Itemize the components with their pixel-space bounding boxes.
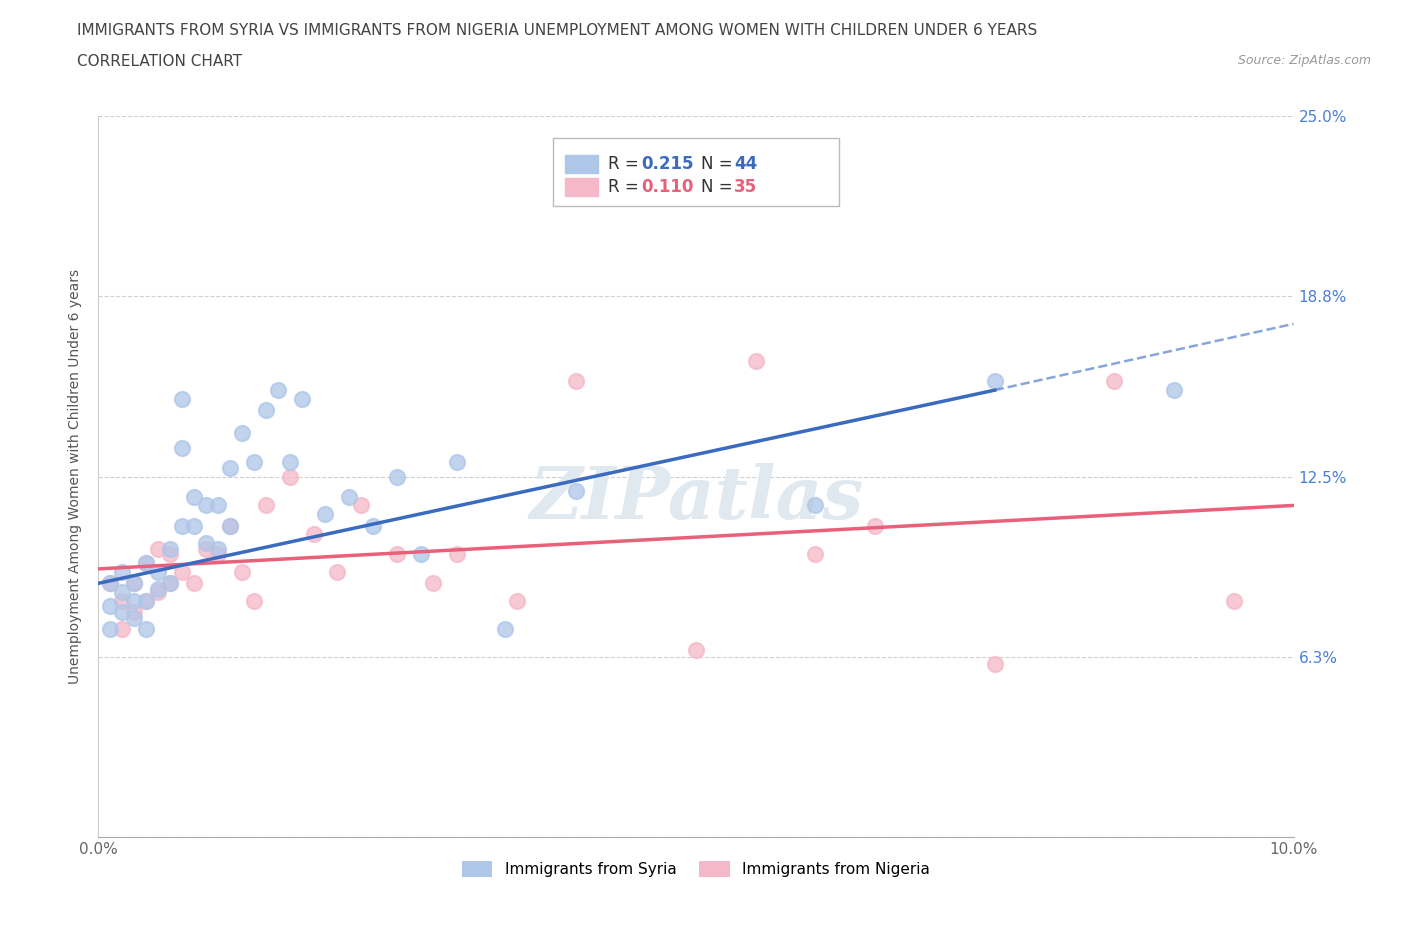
Point — [195, 541, 218, 556]
Point — [385, 547, 409, 562]
Point — [565, 374, 588, 389]
Y-axis label: Unemployment Among Women with Children Under 6 years: Unemployment Among Women with Children U… — [69, 269, 83, 684]
Point — [135, 593, 157, 608]
Legend: Immigrants from Syria, Immigrants from Nigeria: Immigrants from Syria, Immigrants from N… — [456, 856, 936, 884]
Point — [565, 484, 588, 498]
Point — [685, 642, 707, 657]
Point — [326, 565, 349, 579]
Point — [446, 547, 468, 562]
Point — [135, 556, 157, 571]
Point — [111, 604, 134, 619]
Text: IMMIGRANTS FROM SYRIA VS IMMIGRANTS FROM NIGERIA UNEMPLOYMENT AMONG WOMEN WITH C: IMMIGRANTS FROM SYRIA VS IMMIGRANTS FROM… — [77, 23, 1038, 38]
Text: 44: 44 — [734, 155, 758, 173]
Bar — [565, 155, 598, 173]
Point — [254, 498, 277, 513]
Point — [159, 547, 181, 562]
Point — [506, 593, 529, 608]
Point — [984, 374, 1007, 389]
Point — [195, 536, 218, 551]
Point — [804, 498, 827, 513]
Point — [111, 565, 134, 579]
Point — [172, 441, 194, 456]
Point — [1104, 374, 1126, 389]
Point — [291, 392, 314, 406]
Point — [159, 576, 181, 591]
Point — [363, 518, 385, 533]
Point — [243, 593, 266, 608]
Point — [267, 383, 290, 398]
Point — [1163, 383, 1185, 398]
Point — [207, 498, 229, 513]
Point — [98, 576, 122, 591]
FancyBboxPatch shape — [553, 138, 839, 206]
Point — [172, 392, 194, 406]
Point — [111, 622, 134, 637]
Point — [195, 498, 218, 513]
Point — [148, 565, 170, 579]
Point — [278, 455, 301, 470]
Point — [339, 489, 361, 504]
Point — [385, 469, 409, 484]
Text: ZIPatlas: ZIPatlas — [529, 463, 863, 534]
Point — [124, 576, 146, 591]
Text: 35: 35 — [734, 179, 758, 196]
Point — [172, 518, 194, 533]
Point — [124, 593, 146, 608]
Point — [243, 455, 266, 470]
Text: Source: ZipAtlas.com: Source: ZipAtlas.com — [1237, 54, 1371, 67]
Point — [148, 585, 170, 600]
Point — [494, 622, 516, 637]
Point — [159, 576, 181, 591]
Point — [446, 455, 468, 470]
Point — [124, 604, 146, 619]
Text: 0.215: 0.215 — [641, 155, 693, 173]
Point — [254, 403, 277, 418]
Text: R =: R = — [607, 155, 644, 173]
Point — [124, 610, 146, 625]
Point — [159, 541, 181, 556]
Point — [135, 622, 157, 637]
Point — [804, 547, 827, 562]
Point — [231, 426, 253, 441]
Point — [183, 576, 205, 591]
Point — [231, 565, 253, 579]
Text: N =: N = — [700, 155, 738, 173]
Point — [98, 576, 122, 591]
Point — [111, 585, 134, 600]
Point — [135, 593, 157, 608]
Bar — [565, 179, 598, 196]
Point — [98, 599, 122, 614]
Point — [350, 498, 373, 513]
Point — [411, 547, 433, 562]
Point — [315, 507, 337, 522]
Point — [135, 556, 157, 571]
Point — [422, 576, 444, 591]
Text: N =: N = — [700, 179, 738, 196]
Point — [183, 518, 205, 533]
Point — [745, 354, 768, 369]
Point — [219, 460, 242, 475]
Point — [172, 565, 194, 579]
Point — [219, 518, 242, 533]
Point — [148, 541, 170, 556]
Point — [207, 547, 229, 562]
Point — [984, 657, 1007, 671]
Text: CORRELATION CHART: CORRELATION CHART — [77, 54, 242, 69]
Point — [124, 576, 146, 591]
Point — [183, 489, 205, 504]
Point — [111, 593, 134, 608]
Point — [1223, 593, 1246, 608]
Point — [207, 541, 229, 556]
Point — [98, 622, 122, 637]
Point — [302, 526, 325, 541]
Point — [865, 518, 887, 533]
Text: R =: R = — [607, 179, 644, 196]
Point — [219, 518, 242, 533]
Text: 0.110: 0.110 — [641, 179, 693, 196]
Point — [148, 581, 170, 596]
Point — [278, 469, 301, 484]
